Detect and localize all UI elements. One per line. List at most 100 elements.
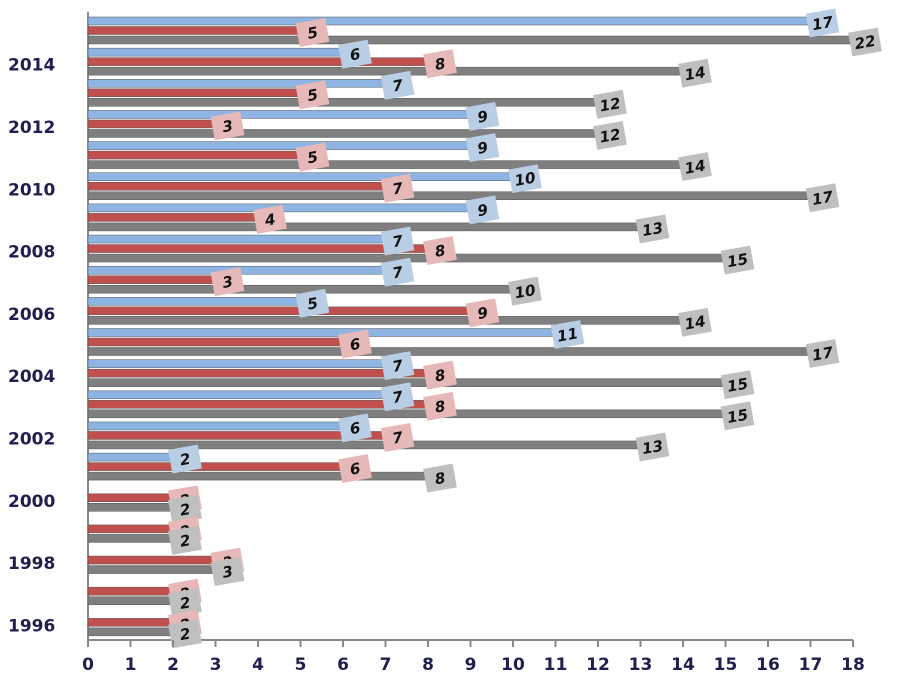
value-label: 15: [726, 374, 750, 395]
value-label-bg: [423, 360, 457, 390]
value-label-box: 7: [380, 423, 415, 452]
value-label-box: 7: [380, 351, 415, 381]
bar: [88, 359, 386, 368]
bar: [88, 409, 726, 419]
bar: [88, 618, 174, 627]
x-tick-label: 11: [544, 655, 568, 675]
y-tick-label: 2006: [8, 305, 55, 325]
value-label: 3: [221, 562, 234, 582]
value-label: 7: [391, 387, 405, 407]
value-label-box: 13: [635, 432, 670, 462]
value-label-bg: [168, 444, 202, 474]
bar: [88, 368, 429, 378]
value-label-box: 10: [508, 164, 542, 194]
value-label-box: 8: [423, 360, 457, 390]
value-label: 14: [683, 63, 707, 84]
bar: [88, 555, 216, 565]
value-label-box: 17: [805, 183, 840, 213]
x-tick-label: 0: [82, 655, 94, 675]
value-label-box: 2: [168, 525, 202, 555]
value-label: 17: [811, 187, 835, 208]
value-label-bg: [338, 413, 372, 443]
value-label: 9: [476, 107, 489, 127]
bar: [88, 35, 853, 45]
value-label-bg: [380, 423, 415, 452]
value-label-box: 5: [295, 288, 330, 318]
x-tick-label: 17: [799, 655, 823, 675]
value-label: 5: [306, 148, 319, 168]
value-label-box: 17: [805, 8, 840, 38]
bar: [88, 129, 599, 138]
value-label: 7: [391, 428, 405, 448]
value-label: 6: [348, 459, 361, 479]
value-label-bg: [805, 8, 840, 38]
x-tick-label: 15: [714, 655, 738, 675]
value-label-bg: [253, 204, 287, 234]
value-label-bg: [338, 39, 372, 69]
bar: [88, 306, 471, 316]
bar: [88, 110, 471, 119]
value-label-bg: [168, 525, 202, 555]
bar: [88, 234, 386, 244]
x-tick-label: 18: [841, 655, 865, 675]
value-label-bg: [805, 183, 840, 213]
y-tick-label: 1998: [8, 554, 55, 574]
value-label-box: 22: [848, 27, 882, 57]
value-label-bg: [508, 164, 542, 194]
bar: [88, 88, 301, 98]
plot-area: [88, 16, 853, 637]
value-label-box: 7: [380, 173, 415, 203]
value-label: 2: [178, 450, 191, 470]
value-label-box: 5: [295, 80, 330, 110]
value-label: 9: [476, 138, 489, 158]
y-tick-label: 1996: [8, 616, 55, 636]
value-label: 14: [683, 312, 707, 333]
value-label-box: 2: [168, 444, 202, 474]
value-label-bg: [423, 236, 457, 265]
value-label-box: 7: [380, 70, 415, 100]
bar: [88, 586, 174, 596]
value-label: 17: [811, 343, 835, 364]
value-label-bg: [380, 351, 415, 381]
value-label-box: 14: [678, 307, 712, 337]
value-label-box: 12: [593, 89, 627, 119]
y-tick-label: 2012: [8, 118, 55, 138]
value-label-bg: [508, 276, 542, 306]
value-label-bg: [338, 329, 372, 359]
value-label: 8: [433, 241, 446, 261]
value-label-box: 3: [210, 111, 245, 141]
value-label-bg: [550, 320, 585, 349]
value-label-bg: [423, 391, 457, 421]
value-label-box: 2: [168, 494, 202, 524]
value-label-box: 8: [423, 236, 457, 265]
value-label: 17: [811, 13, 835, 34]
value-label: 5: [306, 86, 319, 106]
bar: [88, 337, 344, 347]
value-label-box: 6: [338, 329, 372, 359]
value-label-box: 7: [380, 226, 415, 256]
y-tick-label: 2004: [8, 367, 55, 387]
bar: [88, 596, 174, 605]
bar: [88, 390, 386, 400]
value-label-box: 8: [423, 391, 457, 421]
value-label-bg: [805, 339, 840, 368]
x-tick-label: 9: [465, 655, 477, 675]
value-label-box: 11: [550, 320, 585, 349]
value-label: 7: [391, 76, 405, 96]
value-label-box: 6: [338, 454, 372, 484]
value-label-box: 6: [338, 39, 372, 69]
x-tick-label: 5: [295, 655, 307, 675]
value-label: 11: [556, 324, 580, 345]
bar: [88, 347, 811, 356]
value-label: 13: [641, 437, 665, 458]
value-label-bg: [210, 111, 245, 141]
y-tick-label: 2002: [8, 430, 55, 450]
value-label-box: 17: [805, 339, 840, 368]
value-label-bg: [380, 173, 415, 203]
value-label: 10: [513, 281, 537, 302]
value-label-bg: [210, 557, 245, 586]
x-tick-label: 4: [252, 655, 264, 675]
value-label-box: 5: [295, 142, 330, 172]
value-label-bg: [635, 432, 670, 462]
